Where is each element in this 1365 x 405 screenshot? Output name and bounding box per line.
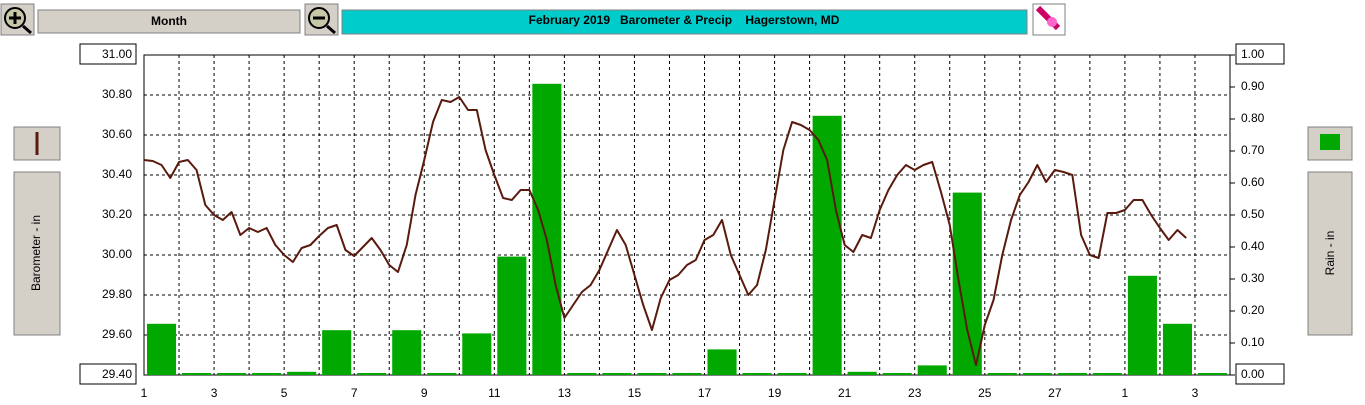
y-tick-label: 29.40 [102, 367, 132, 381]
y-tick-label: 30.20 [102, 207, 132, 221]
bar [252, 373, 282, 375]
x-tick-label: 9 [421, 386, 428, 400]
y2-tick-label: 0.80 [1241, 111, 1265, 125]
bar [602, 373, 632, 375]
axis-label-box [79, 43, 137, 65]
y-tick-label: 30.40 [102, 167, 132, 181]
y-axis-label: Barometer - in [29, 215, 43, 291]
x-tick-label: 3 [1192, 386, 1199, 400]
y2-axis-label: Rain - in [1323, 231, 1337, 276]
axis-label-box [1235, 43, 1285, 65]
y2-tick-label: 0.20 [1241, 303, 1265, 317]
y-tick-label: 31.00 [102, 47, 132, 61]
x-tick-label: 15 [628, 386, 642, 400]
bar [637, 373, 667, 375]
bar [847, 371, 877, 375]
x-tick-label: 1 [1122, 386, 1129, 400]
bar [462, 333, 492, 375]
bar [917, 365, 947, 375]
y2-tick-label: 0.30 [1241, 271, 1265, 285]
x-tick-label: 7 [351, 386, 358, 400]
period-button[interactable] [37, 9, 301, 34]
bar [672, 373, 702, 375]
y2-tick-label: 1.00 [1241, 47, 1265, 61]
bar [392, 330, 422, 375]
bar [287, 371, 317, 375]
x-tick-label: 1 [141, 386, 148, 400]
x-tick-label: 21 [838, 386, 852, 400]
y-axis-label-box [13, 171, 61, 336]
bar [777, 373, 807, 375]
x-tick-label: 23 [908, 386, 922, 400]
x-tick-label: 11 [488, 386, 501, 400]
zoom-in-button[interactable] [0, 3, 35, 36]
x-tick-label: 3 [211, 386, 218, 400]
bar [812, 115, 842, 376]
bar [707, 349, 737, 375]
x-tick-label: 13 [558, 386, 572, 400]
y2-tick-label: 0.50 [1241, 207, 1265, 221]
x-tick-label: 27 [1048, 386, 1062, 400]
y-tick-label: 30.60 [102, 127, 132, 141]
bar [1127, 275, 1157, 375]
x-tick-label: 25 [978, 386, 992, 400]
y2-tick-label: 0.10 [1241, 335, 1265, 349]
bar [427, 373, 457, 375]
bar [882, 373, 912, 375]
y2-tick-label: 0.70 [1241, 143, 1265, 157]
y-tick-label: 29.80 [102, 287, 132, 301]
bar [322, 330, 352, 375]
bar [1022, 373, 1052, 375]
settings-button[interactable] [1032, 3, 1066, 36]
y2-tick-label: 0.90 [1241, 79, 1265, 93]
bar [1092, 373, 1122, 375]
axis-label-box [1235, 363, 1285, 385]
bar [217, 373, 247, 375]
y2-tick-label: 0.60 [1241, 175, 1265, 189]
bar [1197, 373, 1228, 375]
bar [532, 83, 562, 376]
x-tick-label: 19 [768, 386, 782, 400]
y-tick-label: 29.60 [102, 327, 132, 341]
y-tick-label: 30.80 [102, 87, 132, 101]
bar [1162, 323, 1192, 375]
bar [952, 192, 982, 375]
axis-label-box [79, 363, 137, 385]
bar [742, 373, 772, 375]
bar [357, 373, 387, 375]
bar [146, 323, 177, 375]
y2-tick-label: 0.40 [1241, 239, 1265, 253]
y-tick-label: 30.00 [102, 247, 132, 261]
zoom-out-button[interactable] [304, 3, 339, 36]
legend-swatch [1320, 134, 1340, 150]
barometer-line [143, 96, 1187, 366]
title-bar [341, 9, 1028, 35]
bar [1057, 373, 1087, 375]
bar [987, 373, 1017, 375]
period-label: Month [151, 14, 187, 28]
y2-axis-label-box [1307, 171, 1353, 336]
bar [567, 373, 597, 375]
chart-title: February 2019 Barometer & Precip Hagerst… [529, 13, 840, 27]
x-tick-label: 5 [281, 386, 288, 400]
bar [497, 256, 527, 375]
bar [182, 373, 212, 375]
x-tick-label: 17 [698, 386, 712, 400]
y2-tick-label: 0.00 [1241, 367, 1265, 381]
